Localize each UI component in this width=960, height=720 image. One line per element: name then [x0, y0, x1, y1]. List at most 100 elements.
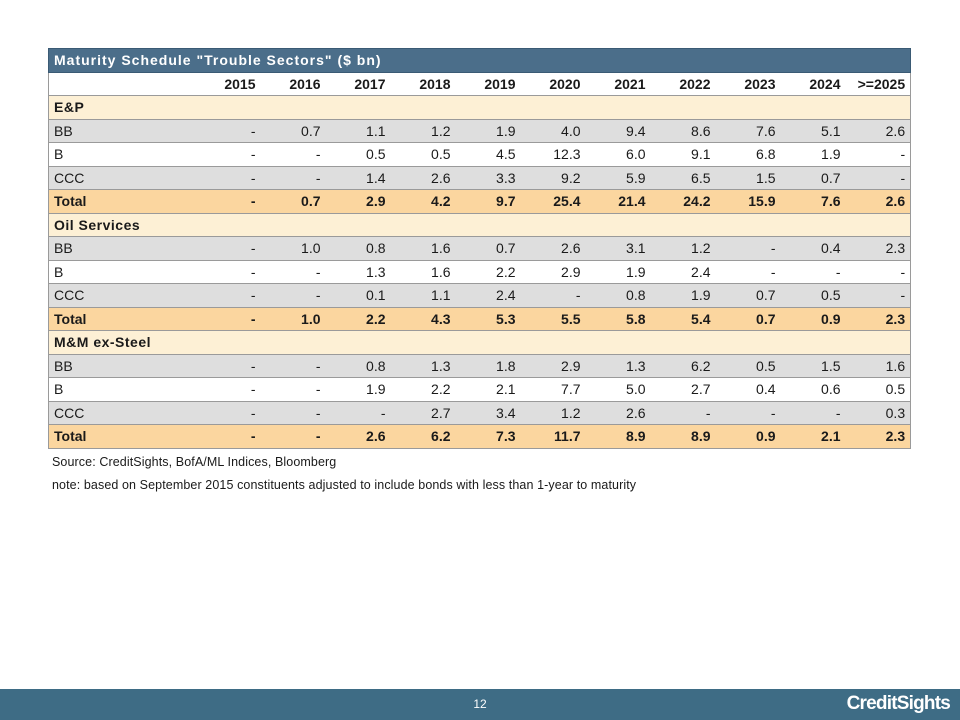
total-value-cell: 0.9: [715, 424, 781, 449]
value-cell: 1.3: [390, 353, 456, 378]
value-cell: -: [260, 259, 326, 284]
rating-label: B: [48, 259, 196, 284]
rating-label: B: [48, 377, 196, 402]
rating-row: CCC - -0.1 1.1 2.4-0.8 1.9 0.7 0.5-: [48, 283, 912, 308]
value-cell: 2.7: [390, 400, 456, 425]
value-cell: 1.9: [325, 377, 391, 402]
value-cell: 1.3: [325, 259, 391, 284]
total-value-cell: 2.3: [845, 306, 912, 331]
footer-bar: 12 CreditSights: [0, 689, 960, 720]
value-cell: 1.9: [455, 118, 521, 143]
value-cell: 0.5: [780, 283, 846, 308]
value-cell: -: [195, 118, 261, 143]
value-cell: 2.6: [520, 236, 586, 261]
value-cell: -: [260, 165, 326, 190]
total-value-cell: 15.9: [715, 189, 781, 214]
table-title-row: Maturity Schedule "Trouble Sectors" ($ b…: [47, 48, 912, 73]
year-header-row: 2015 2016 2017 2018 2019 2020 2021 2022 2023 2024…: [48, 71, 912, 96]
value-cell: 2.6: [390, 165, 456, 190]
value-cell: 0.7: [715, 283, 781, 308]
value-cell: 2.4: [455, 283, 521, 308]
value-cell: -: [845, 259, 912, 284]
value-cell: 1.1: [325, 118, 391, 143]
table-body: Maturity Schedule "Trouble Sectors" ($ b…: [47, 48, 912, 449]
total-value-cell: 11.7: [520, 424, 586, 449]
value-cell: 2.4: [650, 259, 716, 284]
year-header: 2016: [260, 71, 326, 96]
total-value-cell: -: [260, 424, 326, 449]
value-cell: 7.6: [715, 118, 781, 143]
value-cell: 1.2: [390, 118, 456, 143]
value-cell: 6.2: [650, 353, 716, 378]
value-cell: 1.5: [780, 353, 846, 378]
value-cell: -: [780, 400, 846, 425]
total-value-cell: 8.9: [650, 424, 716, 449]
value-cell: 0.4: [715, 377, 781, 402]
total-value-cell: 5.5: [520, 306, 586, 331]
value-cell: 1.2: [520, 400, 586, 425]
page-number: 12: [473, 697, 487, 711]
value-cell: 1.9: [780, 142, 846, 167]
total-value-cell: 2.2: [325, 306, 391, 331]
total-row: Total -1.0 2.2 4.3 5.3 5.5 5.8 5.4 0.7 0.9 2.3: [48, 306, 912, 331]
year-header: 2023: [715, 71, 781, 96]
total-value-cell: 5.4: [650, 306, 716, 331]
year-header: 2022: [650, 71, 716, 96]
value-cell: 2.2: [455, 259, 521, 284]
value-cell: -: [325, 400, 391, 425]
total-label: Total: [48, 189, 196, 214]
value-cell: 6.5: [650, 165, 716, 190]
total-value-cell: 7.6: [780, 189, 846, 214]
total-value-cell: 4.2: [390, 189, 456, 214]
total-row: Total - -2.6 6.2 7.3 11.7 8.9 8.9 0.9 2.1 2.3: [48, 424, 912, 449]
total-row: Total -0.7 2.9 4.2 9.7 25.4 21.4 24.2 15.9 7.6 2.6: [48, 189, 912, 214]
value-cell: 1.5: [715, 165, 781, 190]
value-cell: 2.9: [520, 353, 586, 378]
value-cell: -: [195, 353, 261, 378]
total-value-cell: 8.9: [585, 424, 651, 449]
total-value-cell: 5.8: [585, 306, 651, 331]
rating-label: CCC: [48, 283, 196, 308]
total-value-cell: 2.1: [780, 424, 846, 449]
value-cell: -: [195, 400, 261, 425]
year-header: 2017: [325, 71, 391, 96]
total-value-cell: 5.3: [455, 306, 521, 331]
value-cell: -: [715, 236, 781, 261]
value-cell: 2.3: [845, 236, 912, 261]
value-cell: 0.3: [845, 400, 912, 425]
value-cell: -: [650, 400, 716, 425]
value-cell: 1.9: [585, 259, 651, 284]
total-value-cell: 9.7: [455, 189, 521, 214]
rating-row: BB -1.0 0.8 1.6 0.7 2.6 3.1 1.2-0.4 2.3: [48, 236, 912, 261]
total-label: Total: [48, 424, 196, 449]
value-cell: 0.8: [325, 236, 391, 261]
total-value-cell: 2.9: [325, 189, 391, 214]
total-value-cell: 6.2: [390, 424, 456, 449]
value-cell: 2.1: [455, 377, 521, 402]
value-cell: 2.9: [520, 259, 586, 284]
value-cell: 1.3: [585, 353, 651, 378]
value-cell: -: [845, 142, 912, 167]
value-cell: 1.0: [260, 236, 326, 261]
value-cell: 0.5: [845, 377, 912, 402]
value-cell: -: [195, 283, 261, 308]
value-cell: 2.6: [845, 118, 912, 143]
year-header: 2024: [780, 71, 846, 96]
maturity-table-container: Maturity Schedule "Trouble Sectors" ($ b…: [47, 48, 912, 449]
value-cell: -: [260, 400, 326, 425]
value-cell: 1.8: [455, 353, 521, 378]
value-cell: 6.0: [585, 142, 651, 167]
year-header: 2021: [585, 71, 651, 96]
total-value-cell: 0.7: [260, 189, 326, 214]
creditsights-logo: CreditSights: [846, 693, 951, 714]
value-cell: -: [195, 142, 261, 167]
sector-header-row: Oil Services: [47, 212, 912, 237]
value-cell: -: [260, 353, 326, 378]
value-cell: 1.4: [325, 165, 391, 190]
value-cell: 1.1: [390, 283, 456, 308]
value-cell: 0.4: [780, 236, 846, 261]
source-note: Source: CreditSights, BofA/ML Indices, B…: [52, 455, 337, 469]
value-cell: 0.1: [325, 283, 391, 308]
year-header-blank: [48, 71, 196, 96]
value-cell: 0.5: [390, 142, 456, 167]
